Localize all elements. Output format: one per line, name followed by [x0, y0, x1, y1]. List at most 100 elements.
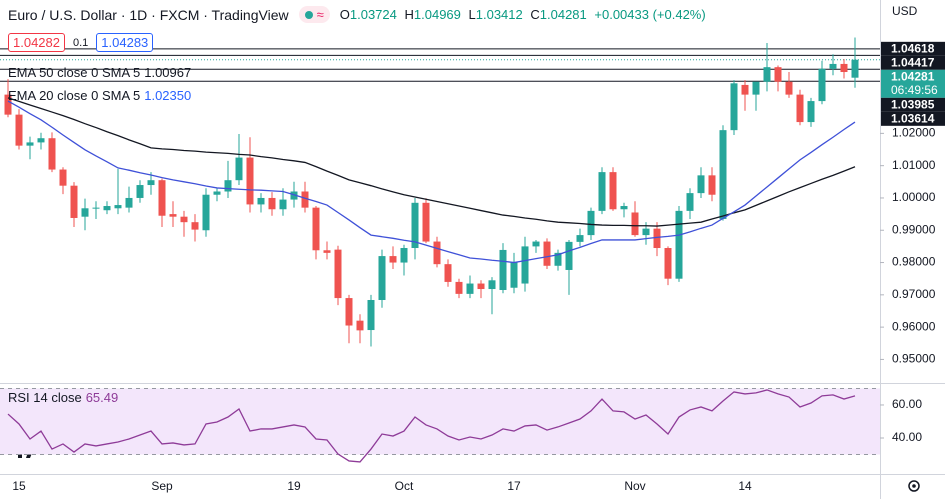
candle-body	[829, 63, 837, 69]
y-tick-label: 0.99000	[892, 222, 936, 236]
candle-body	[191, 222, 199, 230]
currency-label: USD	[892, 4, 918, 18]
candle-body	[279, 199, 287, 210]
price-label: 1.04417	[891, 55, 935, 69]
candle-body	[356, 320, 364, 331]
candle-body	[774, 67, 782, 82]
candle-body	[664, 248, 672, 279]
ohlc-key: L	[468, 7, 476, 22]
settings-icon[interactable]	[908, 480, 920, 492]
candle-body	[92, 207, 100, 209]
price-label-box	[881, 97, 945, 112]
candle-body	[576, 235, 584, 242]
candle-body	[631, 212, 639, 236]
candle-body	[796, 94, 804, 123]
candle-body	[730, 83, 738, 131]
header: Euro / U.S. Dollar · 1D · FXCM · Trading…	[8, 6, 710, 23]
candle-body	[202, 194, 210, 231]
buy-price[interactable]: 1.04283	[96, 33, 154, 52]
x-tick-label: 15	[12, 479, 26, 493]
y-tick-label: 1.01000	[892, 158, 936, 172]
candle-body	[48, 138, 56, 170]
candle-body	[521, 246, 529, 284]
rsi-band	[0, 388, 880, 455]
candle-body	[180, 216, 188, 223]
ohlc-value: 1.04969	[413, 7, 461, 22]
ohlc-value: 1.03724	[349, 7, 397, 22]
candle-body	[59, 169, 67, 186]
candle-body	[510, 261, 518, 288]
candle-body	[268, 197, 276, 210]
candle-body	[81, 208, 89, 217]
candle-body	[389, 256, 397, 263]
candle-body	[400, 248, 408, 263]
y-tick-label: 60.00	[892, 397, 922, 411]
y-tick-label: 1.00000	[892, 190, 936, 204]
candle-body	[609, 172, 617, 210]
x-tick-label: 19	[287, 479, 301, 493]
price-label-box	[881, 55, 945, 70]
candle-body	[598, 172, 606, 211]
candle-body	[444, 264, 452, 282]
price-label-box	[881, 69, 945, 98]
candle-body	[136, 185, 144, 198]
x-tick-label: 17	[507, 479, 521, 493]
candle-body	[422, 202, 430, 242]
x-tick-label: Sep	[151, 479, 173, 493]
candle-body	[334, 249, 342, 299]
candle-body	[246, 157, 254, 205]
change: +0.00433 (+0.42%)	[594, 7, 706, 22]
candle-body	[840, 63, 848, 73]
candle-body	[290, 191, 298, 200]
candle-body	[224, 180, 232, 192]
candle-body	[686, 193, 694, 211]
ohlc-value: 1.03412	[475, 7, 523, 22]
price-label: 1.03985	[891, 97, 935, 111]
candle-body	[752, 81, 760, 95]
candle-body	[675, 210, 683, 279]
candle-body	[433, 241, 441, 265]
candle-body	[114, 205, 122, 209]
candle-body	[565, 241, 573, 270]
y-tick-label: 0.98000	[892, 255, 936, 269]
market-status[interactable]: ≈	[298, 6, 330, 23]
candle-body	[763, 67, 771, 82]
candle-body	[323, 250, 331, 253]
series-line	[7, 100, 856, 264]
candle-body	[466, 283, 474, 294]
series-line	[7, 389, 856, 463]
candle-body	[807, 101, 815, 123]
candle-body	[785, 81, 793, 95]
candle-body	[642, 228, 650, 236]
candle-body	[587, 210, 595, 236]
candle-body	[697, 175, 705, 194]
candle-body	[741, 84, 749, 95]
candle-body	[378, 256, 386, 301]
candle-body	[4, 94, 12, 115]
candle-body	[367, 300, 375, 331]
ohlc-key: O	[339, 7, 350, 22]
legend-name: RSI 14 close	[8, 390, 82, 405]
price-label: 1.04281	[891, 69, 935, 83]
candle-body	[103, 206, 111, 211]
candle-body	[345, 298, 353, 326]
candle-body	[653, 228, 661, 249]
sell-price[interactable]: 1.04282	[8, 33, 65, 52]
candle-body	[851, 59, 859, 78]
y-tick-label: 0.96000	[892, 319, 936, 333]
legend-value: 1.02350	[144, 88, 192, 103]
candle-body	[708, 175, 716, 195]
ohlc-key: H	[404, 7, 414, 22]
candle-body	[147, 180, 155, 186]
rsi-legend: RSI 14 close 65.49	[8, 390, 118, 405]
candle-body	[818, 68, 826, 102]
candle-body	[70, 185, 78, 218]
price-label: 1.04618	[891, 41, 935, 55]
ohlc-values: O1.03724 H1.04969 L1.03412 C1.04281 +0.0…	[340, 7, 710, 22]
ema20-legend: EMA 20 close 0 SMA 5 1.02350	[8, 88, 191, 103]
candle-body	[312, 207, 320, 251]
countdown: 06:49:56	[891, 83, 938, 97]
y-tick-label: 1.02000	[892, 126, 936, 140]
